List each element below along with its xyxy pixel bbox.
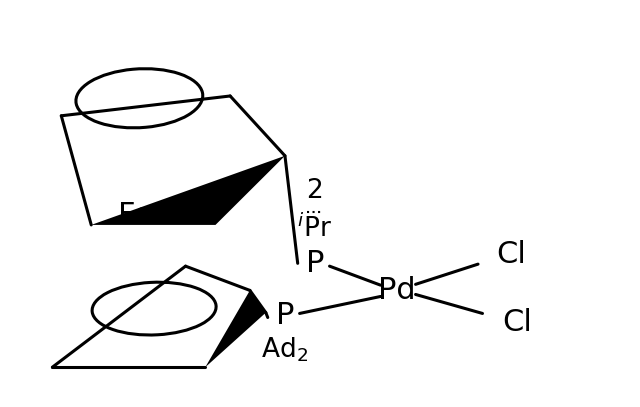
Text: 2: 2 (307, 178, 323, 204)
Polygon shape (205, 291, 266, 367)
Text: Cl: Cl (496, 240, 526, 269)
Text: Fe: Fe (118, 201, 152, 230)
Text: P: P (306, 249, 324, 278)
Text: P: P (276, 301, 294, 330)
Text: Cl: Cl (502, 308, 532, 337)
Polygon shape (92, 156, 285, 225)
Text: Pd: Pd (378, 276, 415, 305)
Text: Ad$_2$: Ad$_2$ (261, 336, 308, 364)
Text: $^{i}$Pr: $^{i}$Pr (298, 214, 332, 243)
